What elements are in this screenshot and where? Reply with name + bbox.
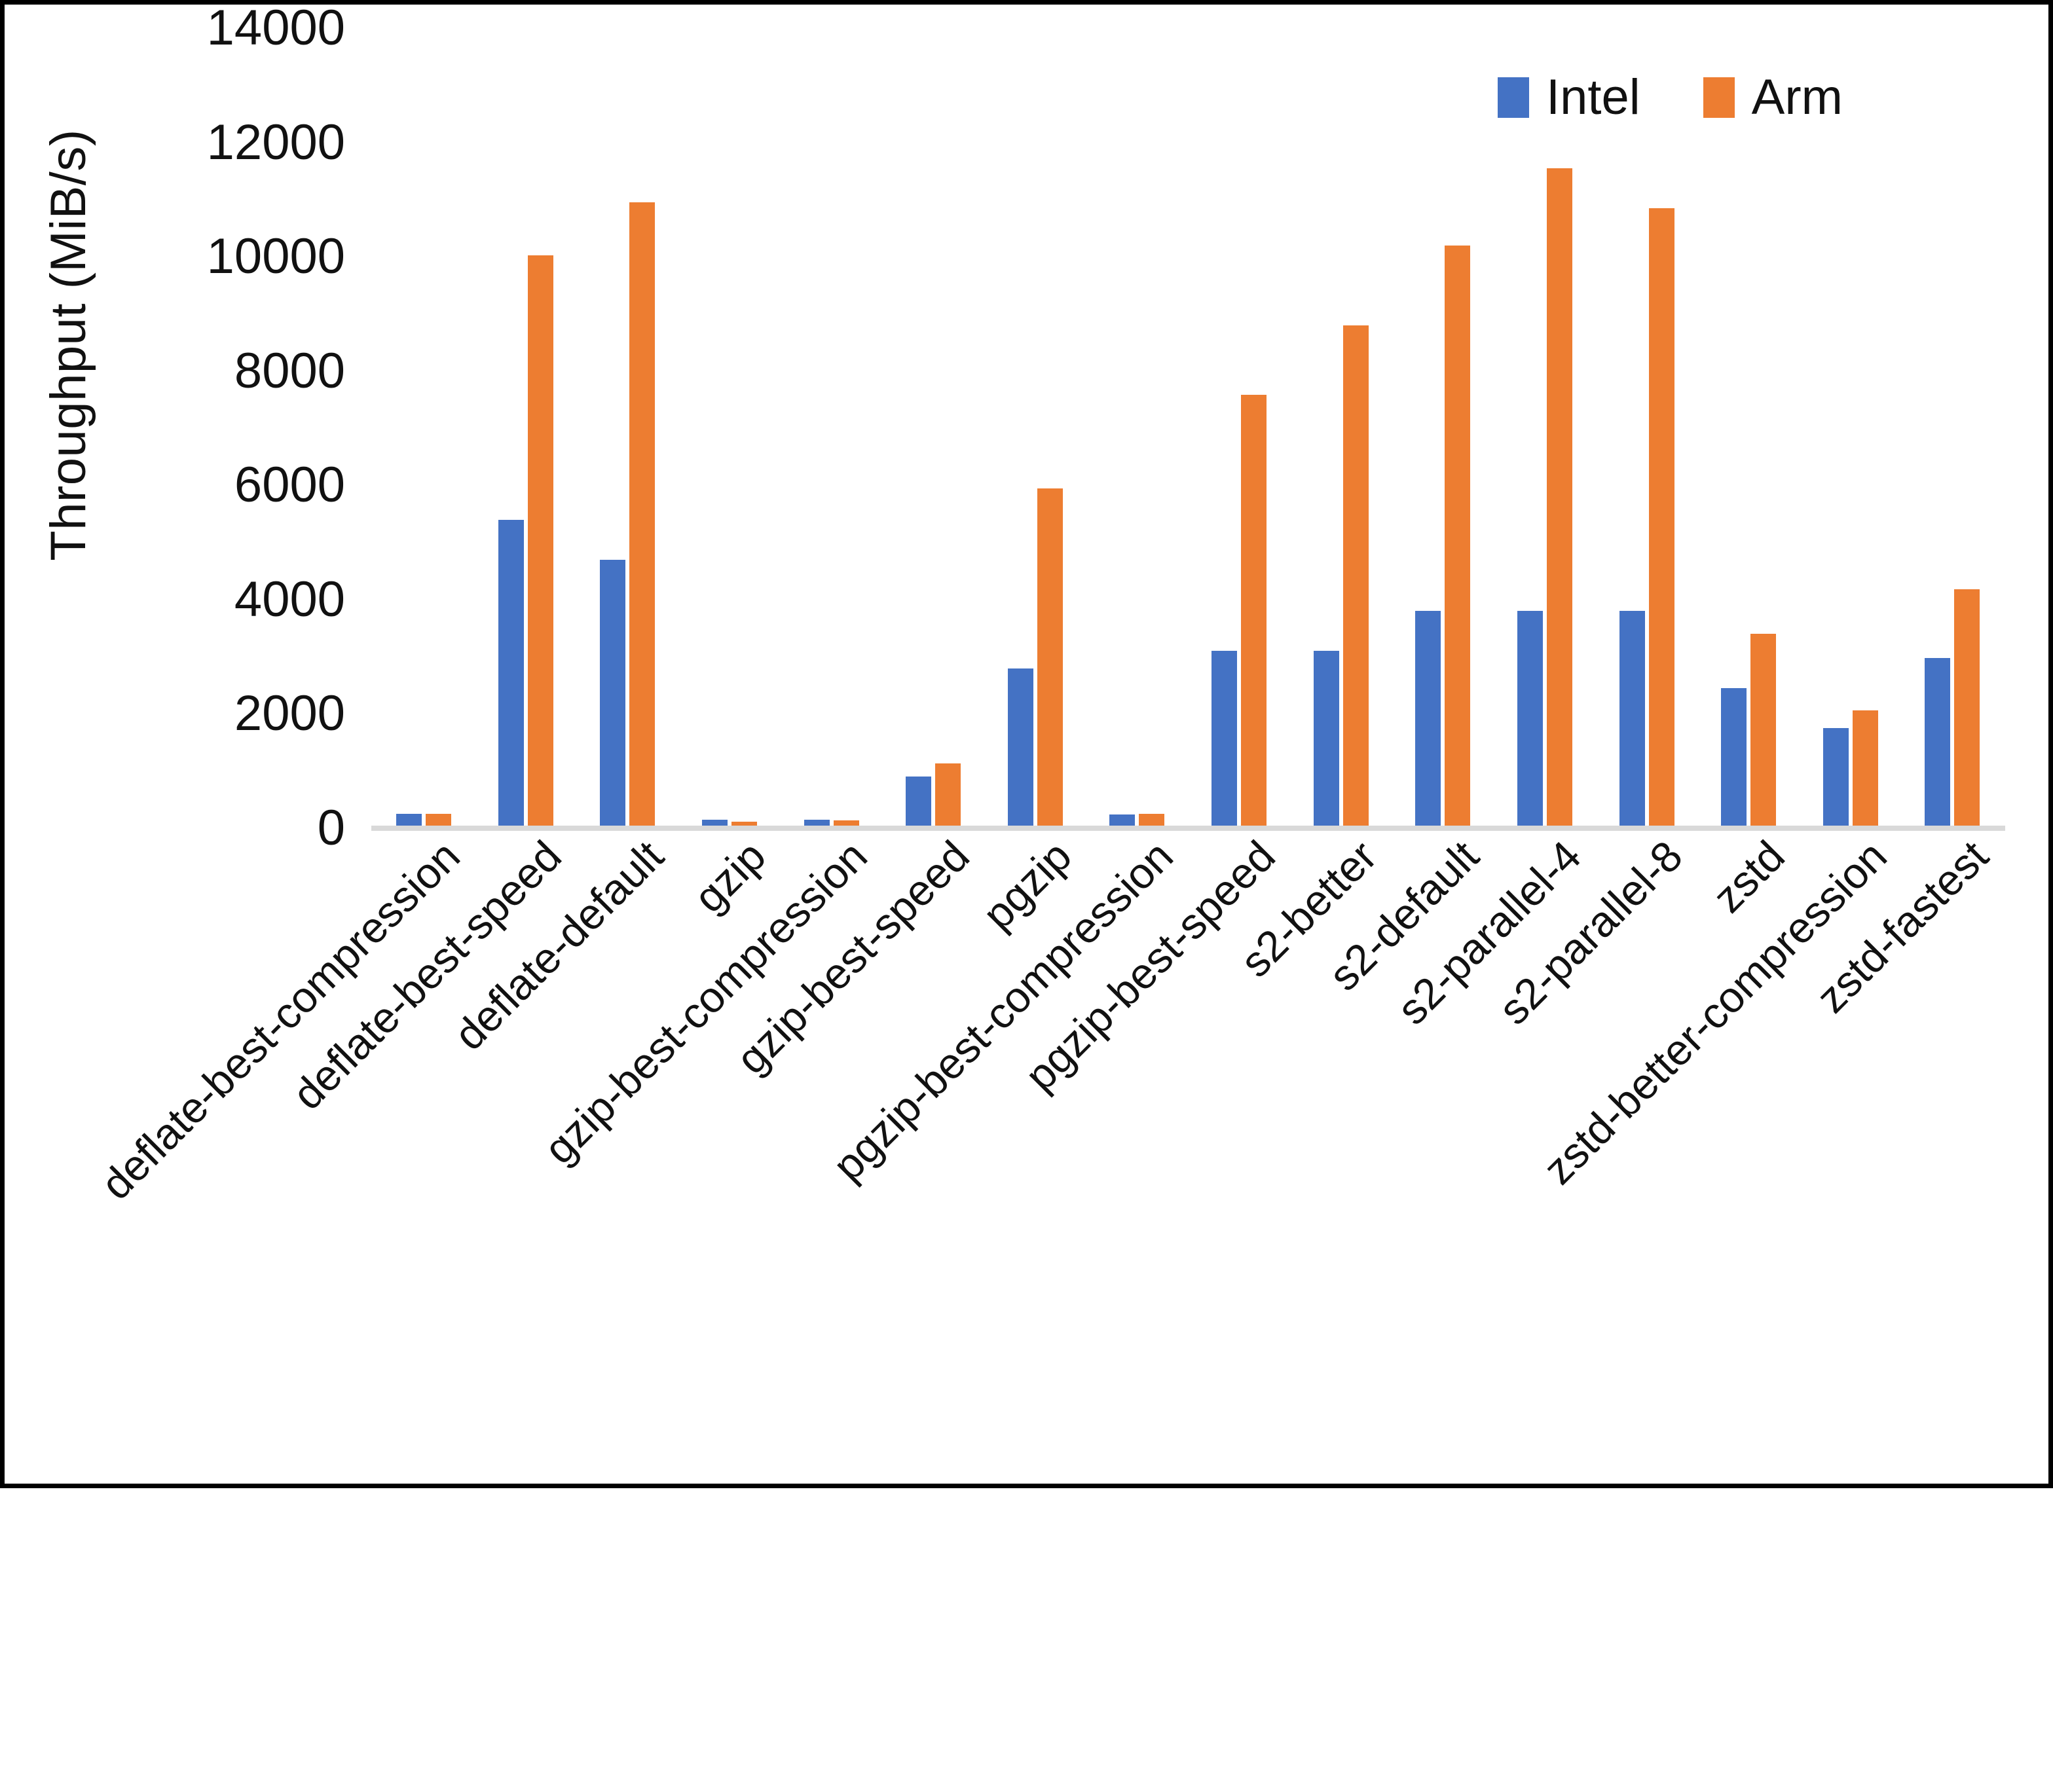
y-tick-label: 8000 bbox=[234, 342, 345, 399]
bar-group bbox=[779, 28, 881, 828]
bar-intel[interactable] bbox=[1925, 657, 1951, 828]
bar-group bbox=[371, 28, 473, 828]
y-tick-label: 2000 bbox=[234, 686, 345, 742]
bar-group bbox=[1187, 28, 1289, 828]
bar-intel[interactable] bbox=[1517, 611, 1543, 828]
bar-intel[interactable] bbox=[600, 559, 626, 828]
bar-arm[interactable] bbox=[629, 202, 656, 828]
legend-swatch-icon bbox=[1498, 77, 1529, 118]
bar-group bbox=[1289, 28, 1391, 828]
bar-arm[interactable] bbox=[1546, 168, 1572, 828]
legend-label: Intel bbox=[1546, 69, 1640, 125]
bar-arm[interactable] bbox=[935, 763, 961, 828]
y-tick-label: 12000 bbox=[206, 114, 345, 170]
bar-group bbox=[1798, 28, 1900, 828]
chart-figure: Throughput (MiB/s) 14000 12000 10000 8000 60… bbox=[0, 0, 2053, 1488]
bar-intel[interactable] bbox=[498, 519, 524, 828]
legend-swatch-icon bbox=[1703, 77, 1735, 118]
bar-intel[interactable] bbox=[1415, 611, 1441, 828]
bar-arm[interactable] bbox=[1954, 589, 1980, 828]
x-axis-tick-labels: deflate-best-compression deflate-best-spe… bbox=[5, 831, 2053, 1407]
bar-group bbox=[1595, 28, 1697, 828]
bar-arm[interactable] bbox=[426, 814, 451, 828]
y-axis-tick-labels: 14000 12000 10000 8000 6000 4000 2000 0 bbox=[122, 0, 345, 853]
y-tick-label: 14000 bbox=[206, 0, 345, 56]
bar-intel[interactable] bbox=[1822, 728, 1849, 828]
bar-arm[interactable] bbox=[1037, 488, 1063, 828]
bar-arm[interactable] bbox=[1648, 208, 1674, 828]
y-tick-label: 10000 bbox=[206, 229, 345, 285]
bar-group bbox=[1696, 28, 1798, 828]
y-axis-title: Throughput (MiB/s) bbox=[40, 129, 96, 561]
bar-group bbox=[473, 28, 576, 828]
bar-group bbox=[983, 28, 1085, 828]
bar-arm[interactable] bbox=[527, 255, 553, 828]
bar-group bbox=[575, 28, 677, 828]
bar-intel[interactable] bbox=[1721, 688, 1747, 828]
bar-group bbox=[1900, 28, 2002, 828]
bar-intel[interactable] bbox=[396, 814, 422, 828]
chart-legend: Intel Arm bbox=[1498, 73, 1843, 122]
bar-arm[interactable] bbox=[731, 821, 757, 828]
y-tick-label: 4000 bbox=[234, 571, 345, 627]
bar-group bbox=[881, 28, 983, 828]
bar-intel[interactable] bbox=[1211, 651, 1237, 828]
bar-arm[interactable] bbox=[1241, 395, 1267, 828]
bar-group bbox=[1492, 28, 1595, 828]
bar-group bbox=[677, 28, 779, 828]
bar-intel[interactable] bbox=[1109, 814, 1136, 828]
bar-group bbox=[1390, 28, 1492, 828]
legend-item[interactable]: Arm bbox=[1703, 73, 1843, 122]
legend-item[interactable]: Intel bbox=[1498, 73, 1640, 122]
bar-arm[interactable] bbox=[1852, 710, 1878, 828]
bar-arm[interactable] bbox=[1750, 634, 1777, 828]
plot-area bbox=[371, 28, 2002, 828]
bar-group bbox=[1084, 28, 1187, 828]
x-axis-baseline bbox=[371, 826, 2005, 831]
bar-intel[interactable] bbox=[1313, 651, 1339, 828]
bar-intel[interactable] bbox=[906, 777, 932, 828]
legend-label: Arm bbox=[1751, 69, 1843, 125]
bar-arm[interactable] bbox=[1139, 814, 1165, 828]
bar-intel[interactable] bbox=[1007, 668, 1033, 828]
bar-arm[interactable] bbox=[1445, 245, 1471, 828]
y-tick-label: 6000 bbox=[234, 457, 345, 513]
bar-arm[interactable] bbox=[1342, 325, 1369, 828]
bar-intel[interactable] bbox=[1619, 611, 1645, 828]
y-tick-label: 0 bbox=[317, 800, 345, 856]
